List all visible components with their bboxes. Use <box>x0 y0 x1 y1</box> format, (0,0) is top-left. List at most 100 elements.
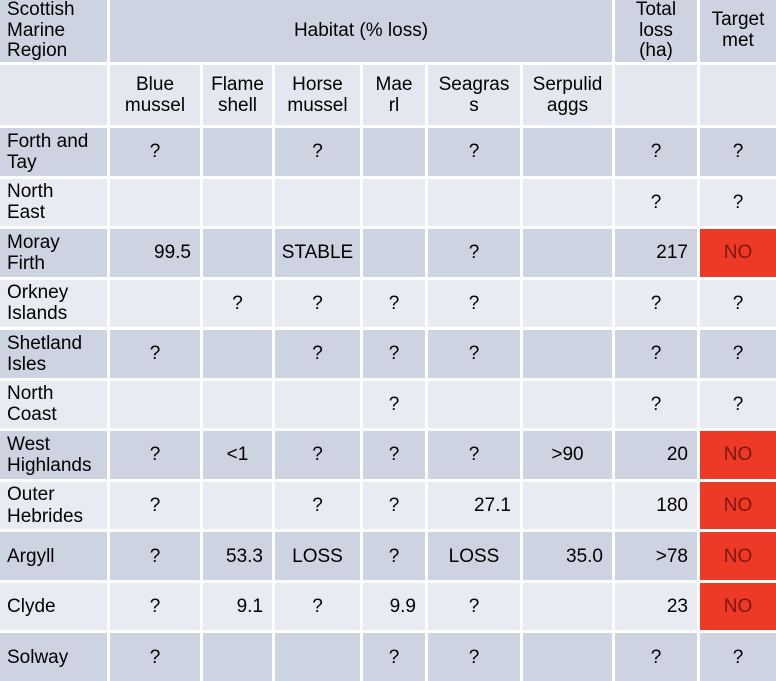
value-cell-west-highlands-blue-mussel: ? <box>110 431 200 479</box>
value-cell-north-coast-horse-mussel <box>275 380 360 429</box>
value-cell-moray-firth-maerl <box>363 229 425 277</box>
region-cell-shetland-isles: Shetland Isles <box>0 330 107 378</box>
target-met-cell-north-coast: ? <box>700 380 776 429</box>
value-cell-shetland-isles-blue-mussel: ? <box>110 330 200 378</box>
target-met-cell-north-east: ? <box>700 178 776 227</box>
value-cell-argyll-horse-mussel: LOSS <box>275 532 360 580</box>
value-cell-forth-and-tay-blue-mussel: ? <box>110 128 200 176</box>
target-met-cell-west-highlands: NO <box>700 431 776 479</box>
value-cell-west-highlands-flame-shell: <1 <box>203 431 272 479</box>
region-cell-north-coast: North Coast <box>0 380 107 429</box>
total-loss-cell-moray-firth: 217 <box>615 229 697 277</box>
value-cell-orkney-islands-maerl: ? <box>363 279 425 328</box>
value-cell-forth-and-tay-serpulid-aggs <box>523 128 612 176</box>
value-cell-argyll-flame-shell: 53.3 <box>203 532 272 580</box>
value-cell-solway-blue-mussel: ? <box>110 633 200 681</box>
target-met-cell-clyde: NO <box>700 582 776 631</box>
value-cell-shetland-isles-flame-shell <box>203 330 272 378</box>
value-cell-orkney-islands-seagrass: ? <box>428 279 520 328</box>
total-loss-cell-forth-and-tay: ? <box>615 128 697 176</box>
column-header-flame-shell: Flame shell <box>203 65 272 125</box>
value-cell-north-east-flame-shell <box>203 178 272 227</box>
target-met-cell-orkney-islands: ? <box>700 279 776 328</box>
value-cell-forth-and-tay-horse-mussel: ? <box>275 128 360 176</box>
value-cell-north-east-horse-mussel <box>275 178 360 227</box>
total-loss-cell-outer-hebrides: 180 <box>615 481 697 530</box>
region-cell-outer-hebrides: Outer Hebrides <box>0 481 107 530</box>
value-cell-moray-firth-horse-mussel: STABLE <box>275 229 360 277</box>
value-cell-north-east-maerl <box>363 178 425 227</box>
value-cell-outer-hebrides-horse-mussel: ? <box>275 481 360 530</box>
value-cell-solway-maerl: ? <box>363 633 425 681</box>
value-cell-outer-hebrides-seagrass: 27.1 <box>428 481 520 530</box>
target-met-cell-solway: ? <box>700 633 776 681</box>
target-met-cell-outer-hebrides: NO <box>700 481 776 530</box>
region-cell-argyll: Argyll <box>0 532 107 580</box>
subheader-spacer-region <box>0 65 107 125</box>
total-loss-cell-shetland-isles: ? <box>615 330 697 378</box>
value-cell-north-east-serpulid-aggs <box>523 178 612 227</box>
subheader-spacer-target <box>700 65 776 125</box>
target-met-header: Target met <box>700 0 776 62</box>
total-loss-cell-north-coast: ? <box>615 380 697 429</box>
value-cell-solway-horse-mussel <box>275 633 360 681</box>
target-met-cell-shetland-isles: ? <box>700 330 776 378</box>
total-loss-cell-solway: ? <box>615 633 697 681</box>
column-header-seagrass: Seagras s <box>428 65 520 125</box>
value-cell-west-highlands-seagrass: ? <box>428 431 520 479</box>
value-cell-outer-hebrides-maerl: ? <box>363 481 425 530</box>
value-cell-north-coast-seagrass <box>428 380 520 429</box>
value-cell-clyde-seagrass: ? <box>428 582 520 631</box>
total-loss-cell-orkney-islands: ? <box>615 279 697 328</box>
value-cell-north-east-seagrass <box>428 178 520 227</box>
value-cell-moray-firth-blue-mussel: 99.5 <box>110 229 200 277</box>
value-cell-clyde-serpulid-aggs <box>523 582 612 631</box>
value-cell-west-highlands-serpulid-aggs: >90 <box>523 431 612 479</box>
value-cell-shetland-isles-horse-mussel: ? <box>275 330 360 378</box>
region-cell-north-east: North East <box>0 178 107 227</box>
total-loss-cell-north-east: ? <box>615 178 697 227</box>
value-cell-shetland-isles-maerl: ? <box>363 330 425 378</box>
value-cell-west-highlands-horse-mussel: ? <box>275 431 360 479</box>
value-cell-north-east-blue-mussel <box>110 178 200 227</box>
value-cell-forth-and-tay-seagrass: ? <box>428 128 520 176</box>
habitat-group-header: Habitat (% loss) <box>110 0 612 62</box>
region-cell-forth-and-tay: Forth and Tay <box>0 128 107 176</box>
value-cell-solway-flame-shell <box>203 633 272 681</box>
column-header-horse-mussel: Horse mussel <box>275 65 360 125</box>
value-cell-orkney-islands-serpulid-aggs <box>523 279 612 328</box>
value-cell-clyde-blue-mussel: ? <box>110 582 200 631</box>
target-met-cell-moray-firth: NO <box>700 229 776 277</box>
value-cell-outer-hebrides-blue-mussel: ? <box>110 481 200 530</box>
total-loss-cell-west-highlands: 20 <box>615 431 697 479</box>
total-loss-cell-argyll: >78 <box>615 532 697 580</box>
total-loss-header: Total loss (ha) <box>615 0 697 62</box>
value-cell-north-coast-serpulid-aggs <box>523 380 612 429</box>
value-cell-orkney-islands-blue-mussel <box>110 279 200 328</box>
value-cell-west-highlands-maerl: ? <box>363 431 425 479</box>
value-cell-orkney-islands-flame-shell: ? <box>203 279 272 328</box>
target-met-cell-argyll: NO <box>700 532 776 580</box>
value-cell-outer-hebrides-serpulid-aggs <box>523 481 612 530</box>
subheader-spacer-total <box>615 65 697 125</box>
value-cell-moray-firth-serpulid-aggs <box>523 229 612 277</box>
value-cell-argyll-blue-mussel: ? <box>110 532 200 580</box>
region-cell-moray-firth: Moray Firth <box>0 229 107 277</box>
value-cell-north-coast-maerl: ? <box>363 380 425 429</box>
value-cell-north-coast-blue-mussel <box>110 380 200 429</box>
value-cell-solway-serpulid-aggs <box>523 633 612 681</box>
value-cell-solway-seagrass: ? <box>428 633 520 681</box>
value-cell-clyde-flame-shell: 9.1 <box>203 582 272 631</box>
total-loss-cell-clyde: 23 <box>615 582 697 631</box>
value-cell-argyll-seagrass: LOSS <box>428 532 520 580</box>
value-cell-shetland-isles-seagrass: ? <box>428 330 520 378</box>
value-cell-argyll-maerl: ? <box>363 532 425 580</box>
value-cell-north-coast-flame-shell <box>203 380 272 429</box>
column-header-serpulid-aggs: Serpulid aggs <box>523 65 612 125</box>
value-cell-moray-firth-seagrass: ? <box>428 229 520 277</box>
value-cell-outer-hebrides-flame-shell <box>203 481 272 530</box>
region-cell-west-highlands: West Highlands <box>0 431 107 479</box>
region-cell-orkney-islands: Orkney Islands <box>0 279 107 328</box>
value-cell-forth-and-tay-flame-shell <box>203 128 272 176</box>
